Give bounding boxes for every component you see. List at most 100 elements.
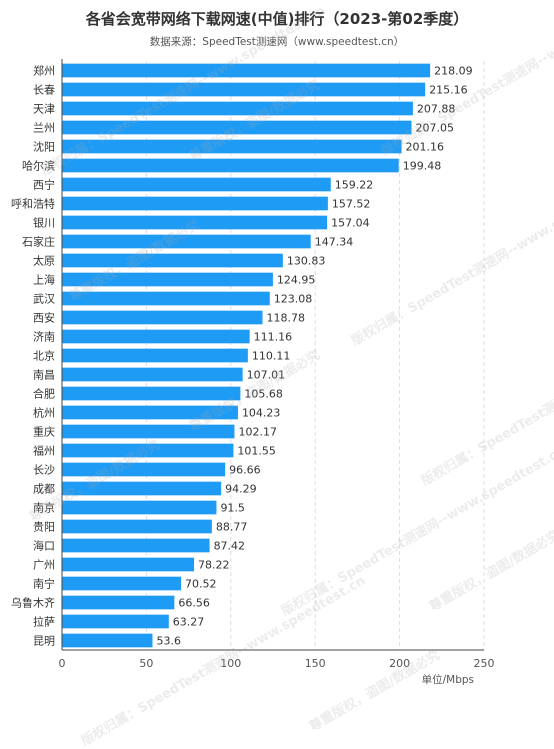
bar — [62, 329, 250, 344]
value-label: 66.56 — [178, 597, 210, 610]
category-label: 天津 — [33, 103, 55, 116]
value-label: 218.09 — [434, 65, 473, 78]
category-label: 北京 — [33, 349, 55, 363]
category-label: 长沙 — [33, 464, 55, 477]
bar — [62, 405, 238, 420]
category-label: 南宁 — [33, 577, 55, 591]
value-label: 94.29 — [225, 483, 256, 496]
category-label: 上海 — [33, 273, 55, 287]
category-label: 南昌 — [33, 369, 55, 382]
category-label: 沈阳 — [33, 140, 55, 154]
bar — [62, 234, 311, 249]
category-label: 重庆 — [33, 425, 55, 439]
category-label: 西宁 — [33, 178, 55, 192]
value-label: 111.16 — [254, 331, 292, 344]
category-label: 合肥 — [33, 387, 55, 401]
x-tick-label: 50 — [139, 657, 153, 670]
bar — [62, 462, 226, 477]
category-label: 哈尔滨 — [22, 159, 55, 173]
value-label: 124.95 — [277, 274, 316, 287]
value-label: 91.5 — [220, 502, 245, 515]
value-label: 118.78 — [267, 312, 306, 325]
category-label: 乌鲁木齐 — [11, 596, 55, 610]
value-label: 207.05 — [416, 122, 455, 135]
bar — [62, 386, 241, 401]
value-label: 101.55 — [237, 445, 275, 458]
category-label: 福州 — [33, 444, 55, 458]
category-label: 郑州 — [33, 64, 55, 78]
bar — [62, 310, 263, 325]
bar — [62, 519, 212, 534]
value-label: 78.22 — [198, 559, 230, 572]
bar — [62, 595, 175, 610]
category-label: 南京 — [33, 501, 55, 515]
x-axis-unit: 单位/Mbps — [422, 673, 474, 686]
value-label: 147.34 — [315, 236, 354, 249]
bar — [62, 443, 234, 458]
bar — [62, 120, 412, 135]
category-label: 银川 — [33, 216, 55, 230]
x-tick-label: 100 — [220, 657, 241, 670]
bar — [62, 158, 399, 173]
chart-title: 各省会宽带网络下载网速(中值)排行（2023-第02季度） — [85, 10, 469, 28]
bar — [62, 633, 153, 648]
bar — [62, 614, 169, 629]
value-label: 199.48 — [403, 160, 442, 173]
bar — [62, 291, 270, 306]
category-label: 西安 — [33, 311, 55, 325]
category-label: 太原 — [33, 255, 55, 268]
value-label: 157.04 — [331, 217, 370, 230]
bar — [62, 348, 248, 363]
category-label: 成都 — [33, 483, 55, 496]
bar — [62, 576, 182, 591]
category-label: 昆明 — [33, 635, 55, 648]
value-label: 105.68 — [244, 388, 282, 401]
category-label: 海口 — [33, 539, 55, 553]
bar — [62, 424, 235, 439]
value-label: 159.22 — [335, 179, 374, 192]
value-label: 201.16 — [406, 141, 445, 154]
bar — [62, 139, 402, 154]
value-label: 53.6 — [156, 635, 181, 648]
x-tick-label: 250 — [474, 657, 495, 670]
category-label: 杭州 — [33, 406, 55, 420]
value-label: 215.16 — [429, 84, 468, 97]
bar — [62, 538, 210, 553]
category-label: 广州 — [33, 559, 55, 572]
category-label: 兰州 — [33, 122, 55, 135]
value-label: 157.52 — [332, 198, 371, 211]
value-label: 104.23 — [242, 407, 281, 420]
bar — [62, 63, 431, 78]
bar — [62, 196, 328, 211]
value-label: 130.83 — [287, 255, 326, 268]
bar — [62, 557, 195, 572]
x-tick-label: 200 — [389, 657, 410, 670]
value-label: 96.66 — [229, 464, 261, 477]
category-label: 石家庄 — [22, 235, 55, 249]
bar — [62, 481, 222, 496]
category-label: 济南 — [33, 330, 55, 344]
value-label: 123.08 — [274, 293, 313, 306]
value-label: 70.52 — [185, 578, 217, 591]
x-tick-label: 0 — [59, 657, 66, 670]
value-label: 110.11 — [252, 350, 290, 363]
value-label: 107.01 — [247, 369, 286, 382]
value-label: 63.27 — [173, 616, 205, 629]
value-label: 207.88 — [417, 103, 456, 116]
bar — [62, 500, 217, 515]
category-label: 贵阳 — [33, 521, 55, 534]
value-label: 88.77 — [216, 521, 248, 534]
bar — [62, 82, 426, 97]
value-label: 102.17 — [238, 426, 276, 439]
chart-subtitle: 数据来源：SpeedTest测速网（www.speedtest.cn） — [149, 36, 405, 48]
category-label: 呼和浩特 — [11, 197, 55, 211]
bar — [62, 272, 273, 287]
category-label: 武汉 — [33, 293, 55, 306]
bar — [62, 215, 328, 230]
bar — [62, 101, 413, 116]
category-label: 拉萨 — [33, 615, 55, 629]
bar — [62, 253, 283, 268]
category-label: 长春 — [33, 84, 55, 97]
